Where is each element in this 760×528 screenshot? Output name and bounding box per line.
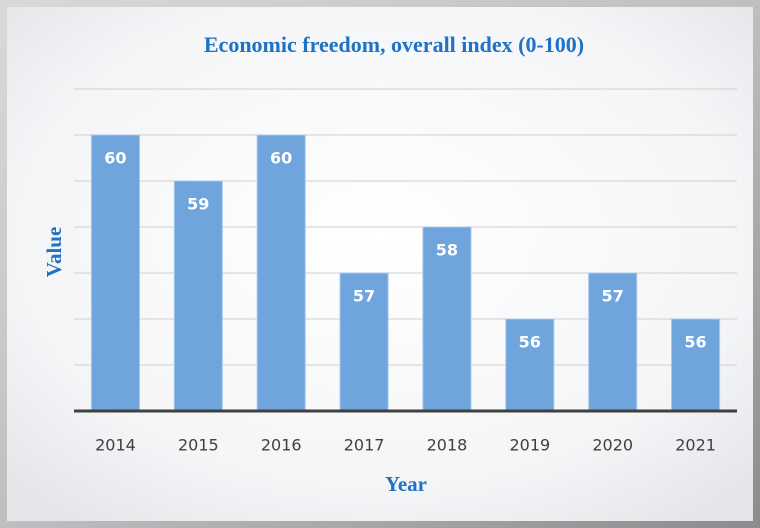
value-label: 56 bbox=[519, 333, 541, 352]
x-tick-label: 2016 bbox=[261, 436, 302, 455]
value-label: 56 bbox=[684, 333, 706, 352]
value-label: 58 bbox=[436, 241, 458, 260]
bar bbox=[588, 272, 638, 412]
bar bbox=[256, 134, 306, 412]
x-axis-title: Year bbox=[385, 472, 427, 496]
value-label: 59 bbox=[187, 195, 209, 214]
x-tick-label: 2017 bbox=[344, 436, 385, 455]
x-tick-label: 2020 bbox=[592, 436, 633, 455]
bar bbox=[505, 318, 555, 412]
bar bbox=[339, 272, 389, 412]
y-axis-title: Value bbox=[42, 227, 66, 278]
bar bbox=[90, 134, 140, 412]
value-label: 57 bbox=[353, 287, 375, 306]
bars: 60 59 60 57 58 56 57 56 bbox=[90, 134, 721, 412]
x-tick-label: 2015 bbox=[178, 436, 219, 455]
bar bbox=[422, 226, 472, 412]
value-label: 60 bbox=[270, 149, 292, 168]
x-tick-label: 2018 bbox=[427, 436, 468, 455]
value-label: 57 bbox=[602, 287, 624, 306]
bar bbox=[671, 318, 721, 412]
x-tick-label: 2014 bbox=[95, 436, 136, 455]
chart-title: Economic freedom, overall index (0-100) bbox=[204, 32, 584, 57]
value-label: 60 bbox=[104, 149, 126, 168]
bar bbox=[173, 180, 223, 412]
x-tick-label: 2021 bbox=[675, 436, 716, 455]
x-tick-label: 2019 bbox=[509, 436, 550, 455]
